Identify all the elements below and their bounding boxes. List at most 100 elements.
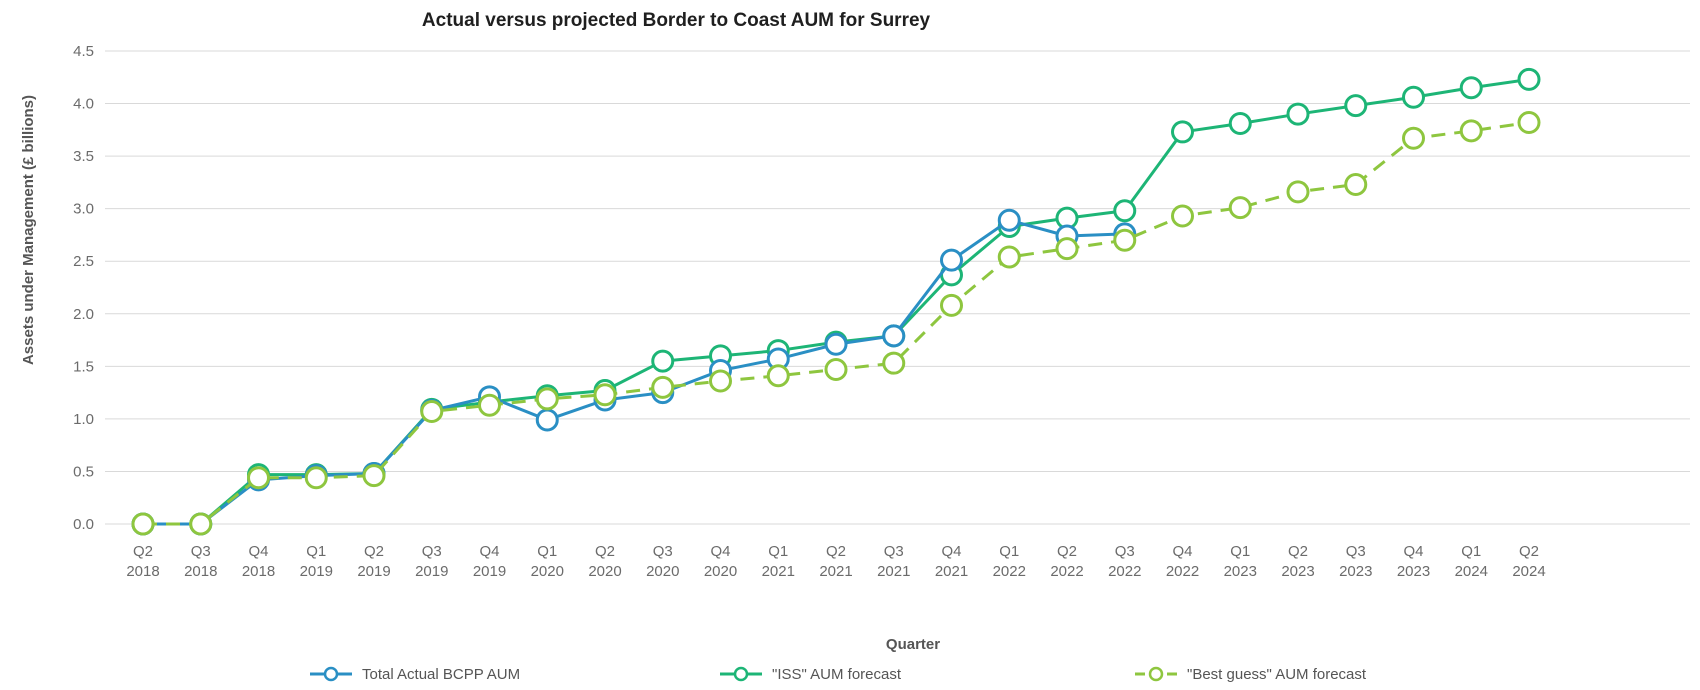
chart-title: Actual versus projected Border to Coast … <box>422 10 931 31</box>
legend-swatch-marker <box>323 666 339 682</box>
data-point <box>1228 196 1252 220</box>
x-tick-quarter: Q2 <box>595 543 615 560</box>
data-point <box>1344 172 1368 196</box>
x-tick-quarter: Q2 <box>364 543 384 560</box>
data-point <box>1344 94 1368 118</box>
data-point <box>940 293 963 317</box>
x-tick-year: 2018 <box>242 563 275 580</box>
y-tick-label: 3.5 <box>73 148 94 165</box>
data-point <box>1459 119 1483 143</box>
x-tick-quarter: Q4 <box>1403 543 1423 560</box>
series-line <box>143 120 1530 526</box>
data-point <box>1171 204 1194 228</box>
data-point <box>420 400 444 424</box>
x-tick-quarter: Q3 <box>884 543 904 560</box>
x-tick-year: 2022 <box>993 563 1026 580</box>
legend-swatch-marker <box>733 666 749 682</box>
data-point <box>1113 228 1137 252</box>
legend-item-3: "Best guess" AUM forecast <box>1135 666 1367 683</box>
x-tick-quarter: Q4 <box>941 543 961 560</box>
data-point <box>535 408 559 432</box>
y-tick-label: 4.5 <box>73 43 94 60</box>
y-tick-label: 0.5 <box>73 463 94 480</box>
data-point <box>997 245 1021 269</box>
data-point <box>1402 85 1425 109</box>
x-tick-quarter: Q1 <box>1461 543 1481 560</box>
data-point <box>1055 237 1079 261</box>
legend: Total Actual BCPP AUM "ISS" AUM forecast "… <box>310 666 1367 683</box>
data-point <box>1113 199 1137 223</box>
data-point <box>824 332 848 356</box>
x-tick-year: 2022 <box>1166 563 1199 580</box>
x-tick-year: 2019 <box>415 563 448 580</box>
y-tick-label: 2.0 <box>73 306 94 323</box>
series-2 <box>131 67 1541 536</box>
x-tick-year: 2019 <box>473 563 506 580</box>
data-point <box>824 357 848 381</box>
data-point <box>651 375 675 399</box>
x-tick-quarter: Q2 <box>826 543 846 560</box>
x-tick-quarter: Q4 <box>710 543 730 560</box>
legend-label: Total Actual BCPP AUM <box>362 666 520 683</box>
x-tick-year: 2021 <box>877 563 910 580</box>
x-tick-year: 2023 <box>1224 563 1257 580</box>
y-tick-label: 2.5 <box>73 253 94 270</box>
data-point <box>1228 112 1252 136</box>
x-tick-quarter: Q3 <box>422 543 442 560</box>
x-tick-year: 2021 <box>762 563 795 580</box>
x-tick-year: 2022 <box>1050 563 1083 580</box>
y-tick-label: 0.0 <box>73 516 94 533</box>
legend-swatch-marker <box>1148 666 1164 682</box>
x-tick-quarter: Q3 <box>653 543 673 560</box>
x-tick-year: 2020 <box>704 563 737 580</box>
x-tick-quarter: Q2 <box>1288 543 1308 560</box>
x-tick-year: 2020 <box>588 563 621 580</box>
y-axis-ticks: 0.0 0.5 1.0 1.5 2.0 2.5 3.0 3.5 4.0 4.5 <box>73 43 94 533</box>
x-tick-quarter: Q1 <box>306 543 326 560</box>
x-axis-ticks: Q2 2018 Q3 2018 Q4 2018 Q1 2019 Q2 2019 Q3 2019 Q4 20… <box>126 543 1545 580</box>
data-point <box>1402 126 1425 150</box>
legend-item-1: Total Actual BCPP AUM <box>310 666 520 683</box>
data-point <box>1517 67 1541 91</box>
x-tick-year: 2024 <box>1455 563 1488 580</box>
x-tick-year: 2021 <box>819 563 852 580</box>
data-point <box>709 369 732 393</box>
x-tick-year: 2018 <box>126 563 159 580</box>
data-point <box>1459 76 1483 100</box>
data-point <box>131 512 155 536</box>
y-tick-label: 1.0 <box>73 411 94 428</box>
data-point <box>304 466 328 490</box>
legend-item-2: "ISS" AUM forecast <box>720 666 902 683</box>
x-axis-label: Quarter <box>886 636 940 653</box>
x-tick-year: 2019 <box>300 563 333 580</box>
data-point <box>247 466 270 490</box>
data-point <box>535 387 559 411</box>
x-tick-year: 2021 <box>935 563 968 580</box>
data-point <box>593 383 617 407</box>
x-tick-quarter: Q3 <box>191 543 211 560</box>
data-point <box>882 351 906 375</box>
data-point <box>362 464 386 488</box>
series-1 <box>131 208 1137 536</box>
x-tick-quarter: Q3 <box>1346 543 1366 560</box>
x-tick-quarter: Q1 <box>537 543 557 560</box>
data-point <box>1286 102 1310 126</box>
series-line <box>143 77 1530 526</box>
data-point <box>766 364 790 388</box>
y-tick-label: 1.5 <box>73 358 94 375</box>
x-tick-year: 2020 <box>646 563 679 580</box>
x-tick-year: 2018 <box>184 563 217 580</box>
x-tick-year: 2023 <box>1397 563 1430 580</box>
x-tick-year: 2020 <box>531 563 564 580</box>
data-point <box>940 248 963 272</box>
x-tick-year: 2023 <box>1339 563 1372 580</box>
x-tick-quarter: Q2 <box>133 543 153 560</box>
data-point <box>478 393 501 417</box>
gridlines <box>105 50 1690 525</box>
x-tick-quarter: Q1 <box>768 543 788 560</box>
x-tick-quarter: Q1 <box>1230 543 1250 560</box>
legend-label: "ISS" AUM forecast <box>772 666 902 683</box>
data-point <box>882 324 906 348</box>
